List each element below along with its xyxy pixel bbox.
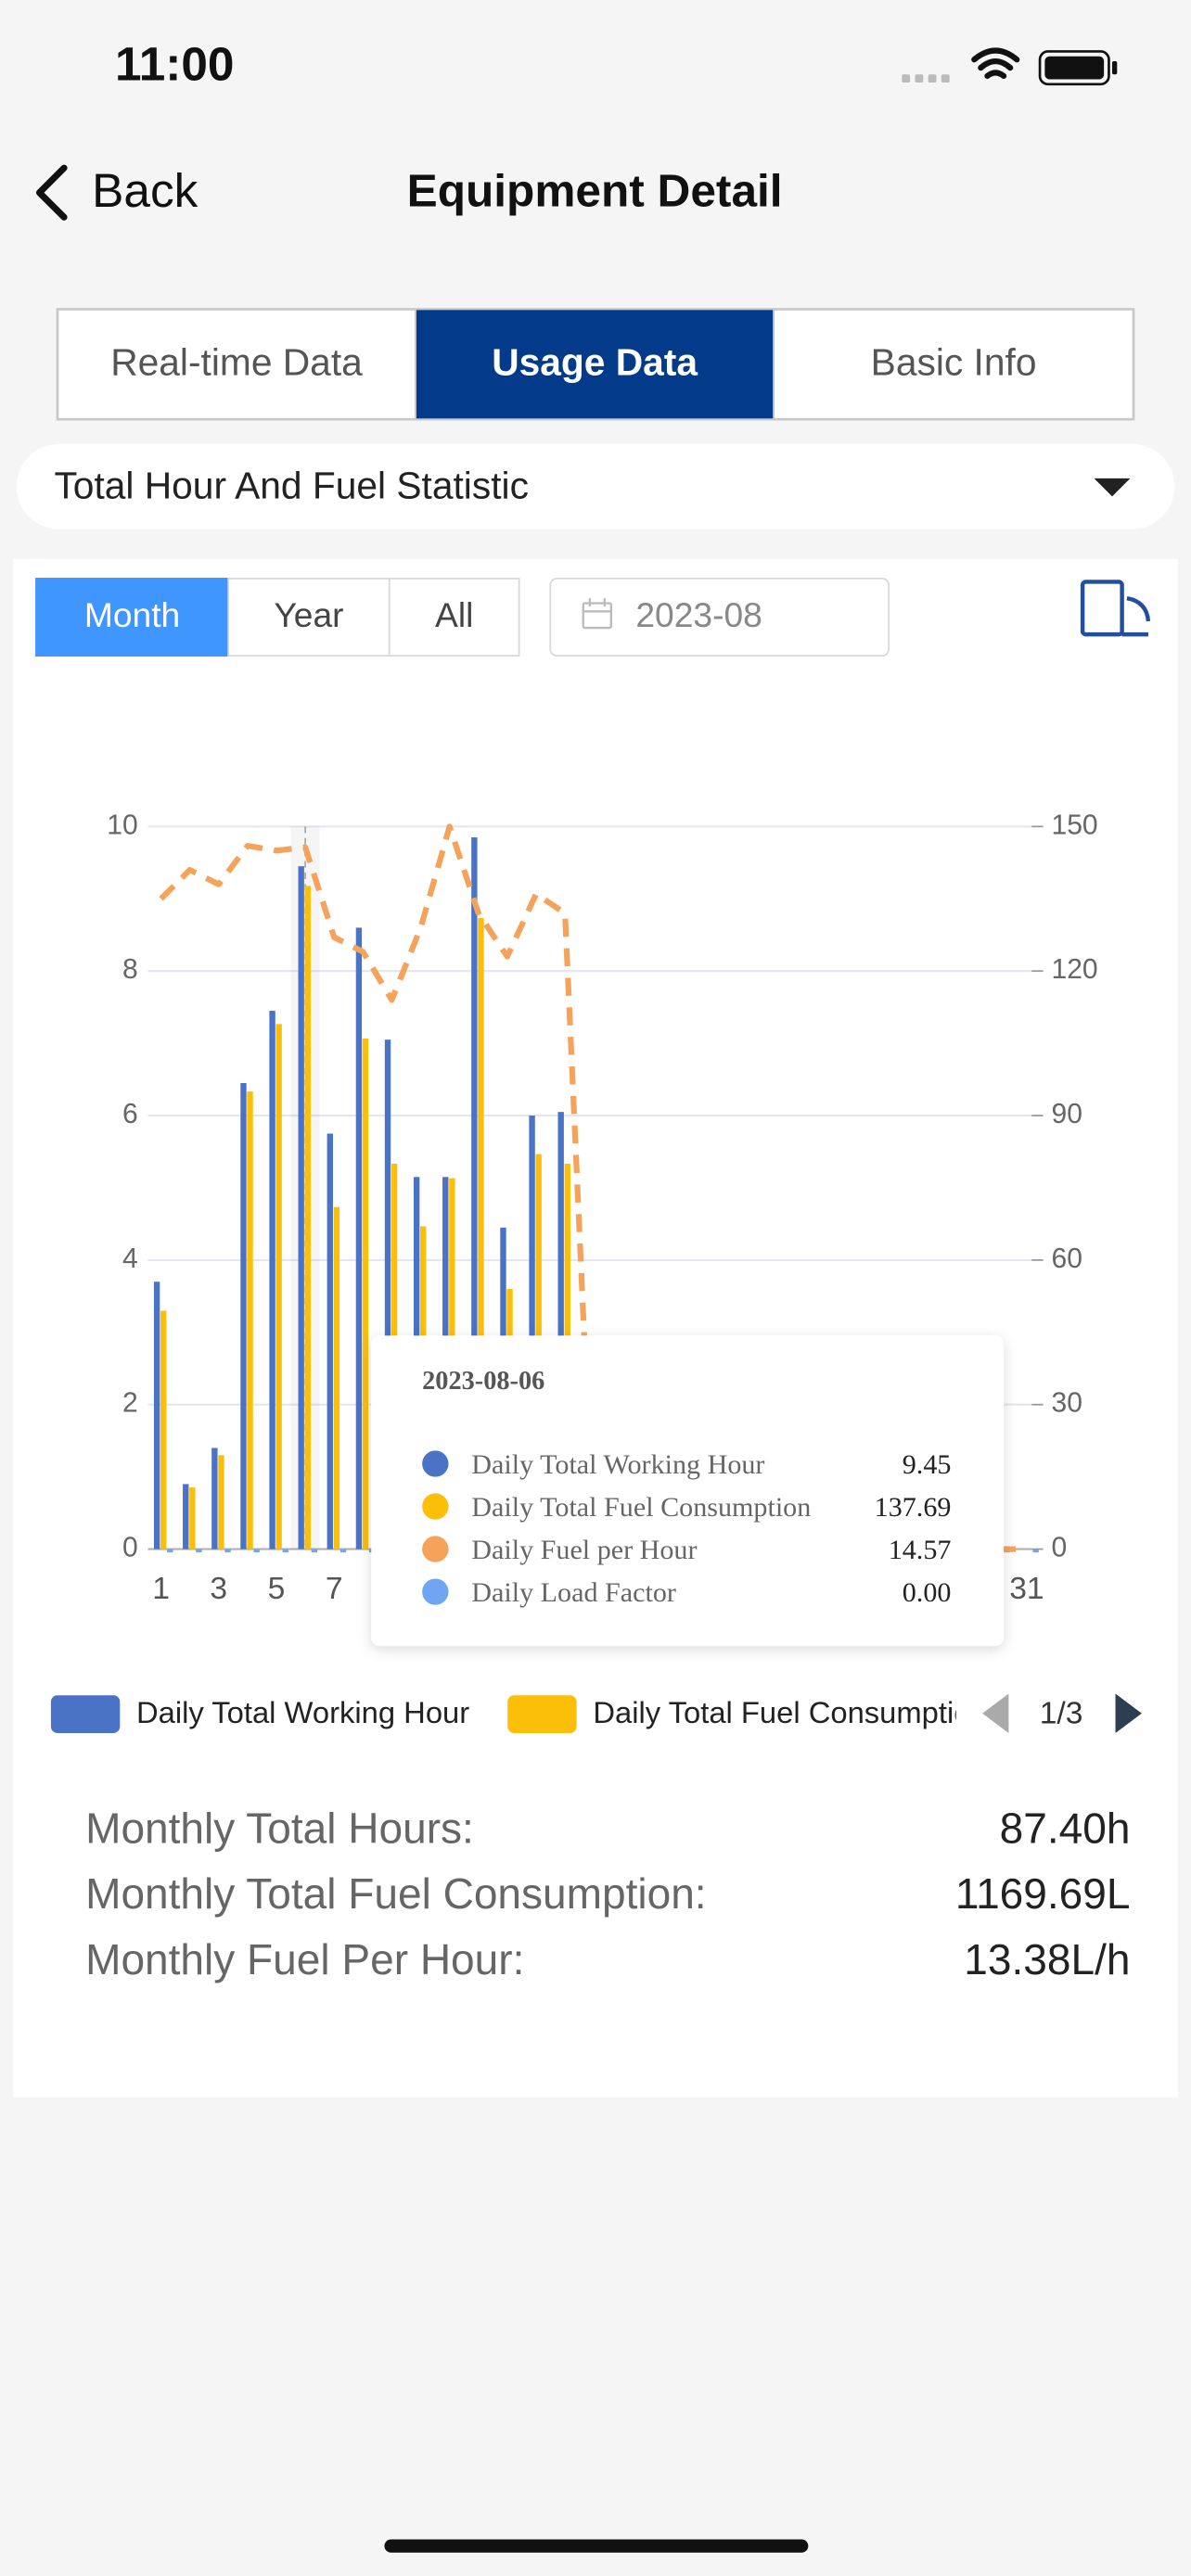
bar (529, 1116, 535, 1549)
tab-label[interactable]: Usage Data (492, 340, 698, 383)
y2-tick-label: 60 (1051, 1243, 1082, 1274)
back-label[interactable]: Back (92, 164, 198, 217)
legend-next[interactable] (1115, 1693, 1142, 1733)
wifi-icon (971, 47, 1020, 80)
y2-tick-label: 150 (1051, 810, 1097, 840)
bar (282, 1549, 288, 1553)
period-label[interactable]: Month (84, 595, 180, 634)
legend-prev[interactable] (982, 1693, 1009, 1733)
tooltip-title: 2023-08-06 (422, 1367, 544, 1396)
bar (471, 837, 478, 1549)
status-time: 11:00 (115, 38, 235, 91)
bar (1032, 1549, 1039, 1553)
battery-icon (1038, 50, 1118, 86)
legend-swatch[interactable] (50, 1695, 121, 1733)
bar (218, 1455, 224, 1549)
x-tick-label: 1 (152, 1572, 170, 1606)
y-tick-label: 10 (107, 810, 137, 840)
back-button[interactable]: Back (35, 164, 198, 221)
y-tick-label: 0 (122, 1533, 138, 1563)
date-picker[interactable]: 2023-08 (549, 578, 890, 657)
tooltip-marker (422, 1493, 449, 1520)
tooltip-marker (422, 1578, 449, 1605)
summary-label: Monthly Total Fuel Consumption: (85, 1869, 707, 1918)
bar (224, 1549, 231, 1553)
card (13, 558, 1178, 2098)
bar (327, 1133, 333, 1549)
legend-swatch[interactable] (507, 1695, 577, 1733)
bar (269, 1011, 275, 1549)
bar (211, 1447, 218, 1549)
bar (196, 1549, 202, 1553)
dropdown-arrow[interactable] (1094, 478, 1131, 497)
summary-value: 87.40h (1000, 1804, 1131, 1852)
bar (311, 1549, 318, 1553)
y-tick-label: 6 (122, 1099, 138, 1129)
summary-label: Monthly Fuel Per Hour: (85, 1935, 524, 1983)
tooltip-value: 9.45 (903, 1448, 952, 1480)
home-indicator (384, 2539, 809, 2553)
summary-value: 13.38L/h (964, 1935, 1130, 1983)
bar (189, 1487, 196, 1549)
signal-icon (902, 74, 950, 83)
bar (362, 1038, 369, 1549)
period-label[interactable]: All (435, 595, 473, 634)
y2-tick-label: 0 (1051, 1533, 1067, 1563)
y-tick-label: 2 (122, 1388, 138, 1419)
bar (247, 1091, 253, 1549)
bar (478, 918, 484, 1549)
tooltip-box (371, 1335, 1005, 1647)
bar (183, 1484, 189, 1549)
page-title: Equipment Detail (407, 165, 783, 217)
legend-label[interactable]: Daily Total Fuel Consumption (593, 1695, 987, 1729)
period-label[interactable]: Year (274, 595, 343, 634)
tooltip-value: 137.69 (875, 1491, 952, 1523)
tab[interactable] (773, 308, 1134, 421)
bar (339, 1549, 347, 1553)
bar (557, 1112, 564, 1549)
x-tick-label: 7 (326, 1572, 343, 1606)
bar (333, 1206, 340, 1549)
dropdown-label[interactable]: Total Hour And Fuel Statistic (54, 464, 529, 506)
y2-tick-label: 90 (1051, 1099, 1082, 1129)
tooltip-marker (422, 1536, 449, 1562)
bar (298, 866, 304, 1549)
tooltip-value: 0.00 (903, 1576, 952, 1608)
bar (384, 1039, 391, 1549)
tooltip-name: Daily Fuel per Hour (471, 1534, 697, 1565)
tooltip-marker (422, 1450, 449, 1477)
x-tick-label: 31 (1009, 1572, 1044, 1606)
tooltip-name: Daily Total Fuel Consumption (471, 1491, 811, 1523)
x-tick-label: 5 (268, 1572, 286, 1606)
bar (304, 886, 311, 1549)
tooltip-name: Daily Load Factor (471, 1576, 676, 1608)
bar (153, 1282, 160, 1549)
legend-label[interactable]: Daily Total Working Hour (136, 1695, 469, 1729)
y2-tick-label: 30 (1051, 1388, 1082, 1419)
bar (160, 1310, 167, 1549)
tooltip-name: Daily Total Working Hour (471, 1448, 764, 1480)
x-tick-label: 3 (210, 1572, 227, 1606)
y-tick-label: 4 (122, 1243, 138, 1274)
y-tick-label: 8 (122, 954, 138, 985)
period-button[interactable] (227, 578, 391, 657)
period-button[interactable] (388, 578, 520, 657)
y2-tick-label: 120 (1051, 954, 1097, 985)
date-value[interactable]: 2023-08 (635, 595, 762, 634)
tooltip-value: 14.57 (889, 1534, 952, 1565)
bar (240, 1082, 247, 1549)
bar (355, 927, 363, 1549)
tab-label[interactable]: Real-time Data (110, 340, 363, 383)
summary-value: 1169.69L (955, 1869, 1131, 1918)
rotate-icon[interactable] (1080, 580, 1151, 637)
bar (167, 1549, 173, 1553)
bar (253, 1549, 260, 1553)
dropdown[interactable]: Total Hour And Fuel Statistic (16, 443, 1175, 529)
legend-page: 1/3 (1040, 1696, 1083, 1730)
bar (275, 1024, 282, 1549)
summary-label: Monthly Total Hours: (85, 1804, 474, 1852)
tab-label[interactable]: Basic Info (871, 340, 1037, 383)
